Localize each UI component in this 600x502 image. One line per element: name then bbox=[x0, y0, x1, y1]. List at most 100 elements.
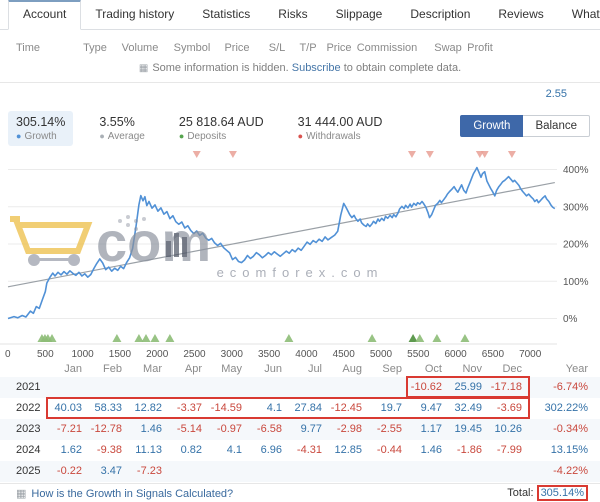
month-value-cell: 11.13 bbox=[135, 444, 162, 456]
x-axis-label: 0 bbox=[5, 349, 11, 360]
month-value-cell: 4.1 bbox=[266, 402, 282, 414]
trade-col-type: Type bbox=[83, 42, 107, 54]
deposit-marker-icon[interactable] bbox=[432, 334, 442, 342]
month-value-cell: -2.98 bbox=[336, 423, 362, 435]
year-row-2022: 2022 40.03 58.33 12.82 -3.37 -14.59 4.1 27.84 -1… bbox=[0, 397, 600, 419]
y-axis-label: 400% bbox=[563, 165, 589, 176]
hidden-info-notice: ▦ Some information is hidden. Subscribe t… bbox=[0, 60, 600, 83]
month-value-cell: 3.47 bbox=[100, 465, 122, 477]
year-label: 2025 bbox=[16, 465, 41, 477]
deposit-marker-icon[interactable] bbox=[408, 334, 418, 342]
stat-withdrawals[interactable]: 31 444.00 AUD ● Withdrawals bbox=[290, 111, 391, 146]
year-total-cell: 302.22% bbox=[544, 402, 588, 414]
total-value: 305.14% bbox=[536, 485, 588, 501]
x-axis-label: 5000 bbox=[370, 349, 393, 360]
month-value-cell: -4.31 bbox=[296, 444, 322, 456]
stat-label: ● Deposits bbox=[178, 131, 227, 142]
month-value-cell bbox=[168, 461, 208, 482]
y-axis-label: 200% bbox=[563, 240, 589, 251]
month-value-cell: 0.82 bbox=[180, 444, 202, 456]
deposit-marker-icon[interactable] bbox=[367, 334, 377, 342]
y-axis-label: 0% bbox=[563, 314, 578, 325]
x-axis-label: 2000 bbox=[146, 349, 169, 360]
month-value-cell: 1.46 bbox=[420, 444, 442, 456]
stat-label: ● Withdrawals bbox=[297, 131, 361, 142]
deposit-marker-icon[interactable] bbox=[150, 334, 160, 342]
month-col-mar: Mar bbox=[143, 363, 162, 375]
month-col-jun: Jun bbox=[264, 363, 282, 375]
withdrawal-marker-icon[interactable] bbox=[425, 151, 434, 158]
year-total-cell: -4.22% bbox=[553, 465, 588, 477]
x-axis-label: 3000 bbox=[221, 349, 244, 360]
tab-slippage[interactable]: Slippage bbox=[335, 7, 383, 21]
trade-col-symbol: Symbol bbox=[173, 42, 211, 54]
tab-risks[interactable]: Risks bbox=[278, 7, 308, 21]
trade-col-commission: Commission bbox=[356, 42, 418, 54]
month-value-cell bbox=[448, 461, 488, 482]
tab-account[interactable]: Account bbox=[8, 0, 82, 30]
month-value-cell: -2.55 bbox=[376, 423, 402, 435]
month-value-cell bbox=[248, 377, 288, 398]
growth-line bbox=[7, 166, 556, 320]
deposit-marker-icon[interactable] bbox=[415, 334, 425, 342]
month-value-cell bbox=[368, 461, 408, 482]
month-value-cell bbox=[248, 461, 288, 482]
month-col-sep: Sep bbox=[382, 363, 402, 375]
stat-dot-icon: ● bbox=[16, 131, 22, 141]
trade-col-price-7: Price bbox=[326, 42, 352, 54]
tab-description[interactable]: Description bbox=[410, 7, 471, 21]
stat-dot-icon: ● bbox=[99, 131, 105, 141]
month-value-cell bbox=[408, 461, 448, 482]
month-value-cell: -7.99 bbox=[496, 444, 522, 456]
deposit-marker-icon[interactable] bbox=[112, 334, 122, 342]
year-col-spacer bbox=[0, 361, 48, 377]
tab-statistics[interactable]: Statistics bbox=[202, 7, 251, 21]
deposit-marker-icon[interactable] bbox=[134, 334, 144, 342]
growth-button[interactable]: Growth bbox=[460, 115, 524, 137]
deposit-marker-icon[interactable] bbox=[460, 334, 470, 342]
x-axis-label: 3500 bbox=[258, 349, 281, 360]
balance-button[interactable]: Balance bbox=[523, 115, 590, 137]
month-value-cell: -7.21 bbox=[56, 423, 82, 435]
month-value-cell: -5.14 bbox=[176, 423, 202, 435]
month-col-jan: Jan bbox=[64, 363, 82, 375]
withdrawal-marker-icon[interactable] bbox=[480, 151, 489, 158]
trade-col-t-p: T/P bbox=[299, 42, 317, 54]
trend-line bbox=[7, 181, 555, 288]
month-value-cell bbox=[208, 461, 248, 482]
x-axis-label: 2500 bbox=[183, 349, 206, 360]
month-value-cell: 19.7 bbox=[380, 402, 402, 414]
trade-col-time: Time bbox=[16, 42, 41, 54]
stat-dot-icon: ● bbox=[178, 131, 185, 141]
subscribe-link[interactable]: Subscribe bbox=[291, 62, 341, 74]
withdrawal-marker-icon[interactable] bbox=[228, 151, 237, 158]
stats-bar: 305.14% ● Growth 3.55% ● Average 25 818.64 AUD… bbox=[0, 105, 600, 149]
month-col-dec: Dec bbox=[502, 363, 522, 375]
stat-growth[interactable]: 305.14% ● Growth bbox=[8, 111, 74, 146]
tab-what-s-new[interactable]: What's new bbox=[571, 7, 600, 21]
withdrawal-marker-icon[interactable] bbox=[507, 151, 516, 158]
deposit-marker-icon[interactable] bbox=[165, 334, 175, 342]
year-label: 2022 bbox=[16, 402, 41, 414]
stat-value: 3.55% bbox=[99, 115, 135, 129]
deposit-marker-icon[interactable] bbox=[284, 334, 294, 342]
growth-help-link[interactable]: ▦ How is the Growth in Signals Calculated… bbox=[16, 487, 234, 500]
month-value-cell: -3.69 bbox=[496, 402, 522, 414]
withdrawal-marker-icon[interactable] bbox=[407, 151, 416, 158]
stat-average[interactable]: 3.55% ● Average bbox=[91, 111, 153, 146]
growth-chart[interactable]: 0% 100% 200% 300% 400% 0 500 1000 1500 2000 2500 30… bbox=[0, 149, 600, 361]
tab-reviews[interactable]: Reviews bbox=[498, 7, 544, 21]
month-value-cell: 9.77 bbox=[300, 423, 322, 435]
stat-value: 25 818.64 AUD bbox=[178, 115, 264, 129]
total-label: Total: bbox=[507, 487, 534, 499]
monthly-growth-table: Jan Feb Mar Apr May Jun Jul Aug Sep Oct Nov Dec Year… bbox=[0, 361, 600, 482]
month-value-cell bbox=[368, 377, 408, 398]
stat-deposits[interactable]: 25 818.64 AUD ● Deposits bbox=[171, 111, 272, 146]
deposit-marker-icon[interactable] bbox=[47, 334, 57, 342]
withdrawal-marker-icon[interactable] bbox=[192, 151, 201, 158]
deposit-marker-icon[interactable] bbox=[141, 334, 151, 342]
month-value-cell bbox=[48, 377, 88, 398]
stat-value: 31 444.00 AUD bbox=[297, 115, 383, 129]
x-axis-label: 4500 bbox=[333, 349, 356, 360]
tab-trading-history[interactable]: Trading history bbox=[95, 7, 175, 21]
